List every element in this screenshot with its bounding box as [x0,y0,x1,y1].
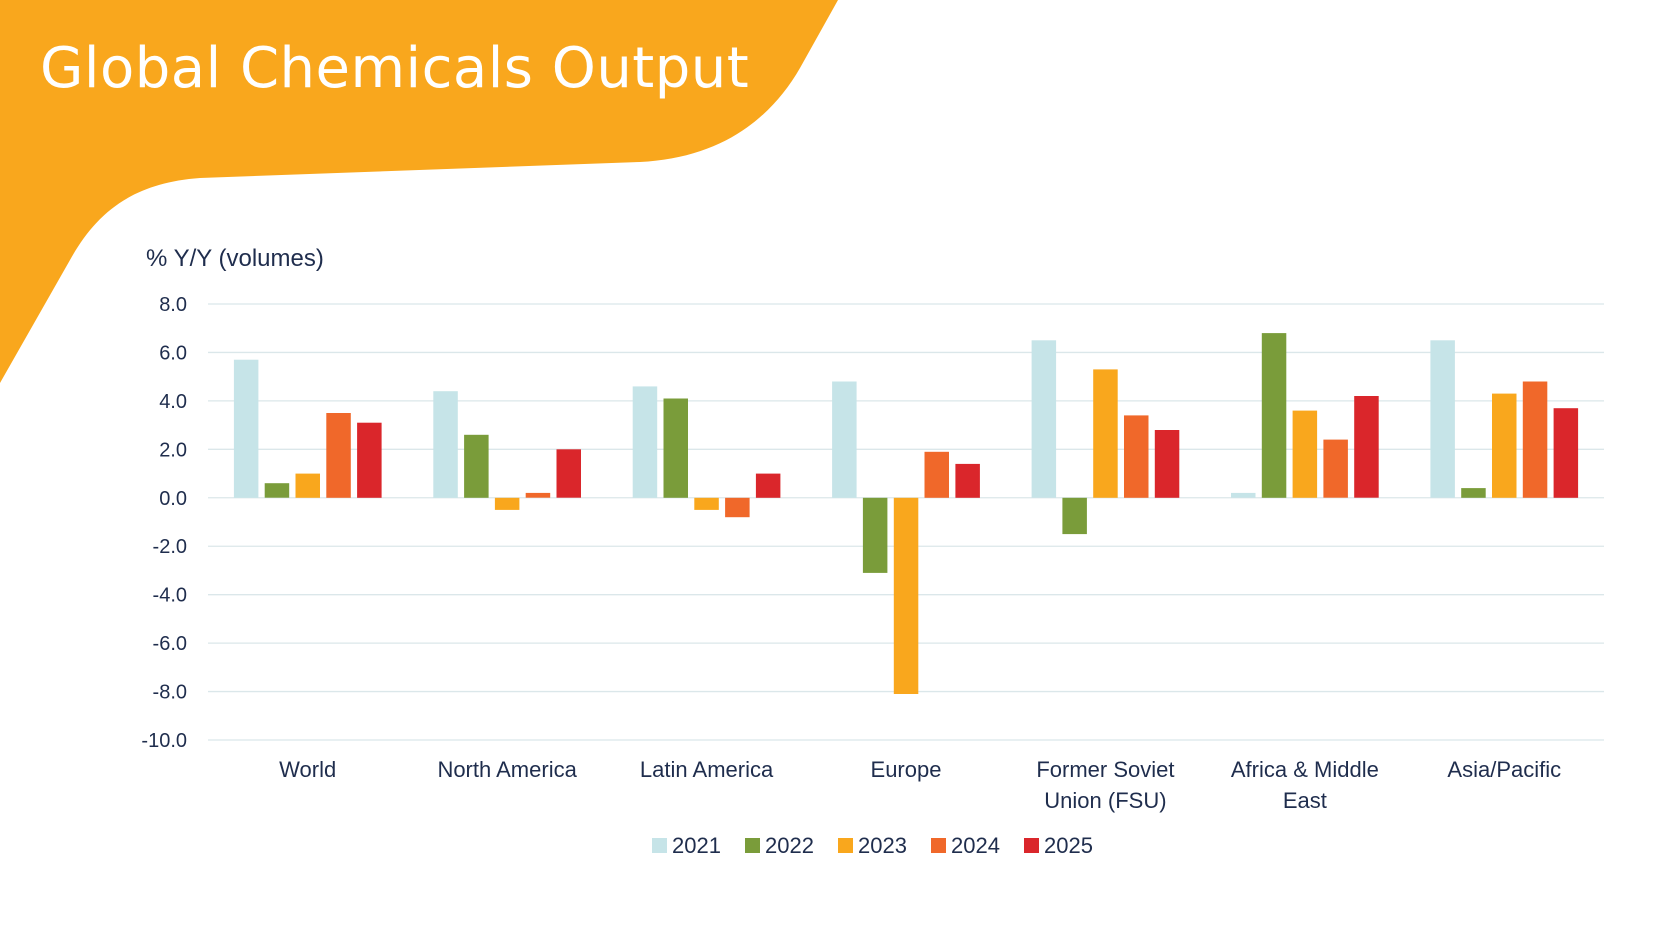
bar [233,359,259,498]
y-tick-label: -8.0 [153,682,187,704]
legend-swatch [745,838,760,853]
bar [295,473,320,498]
legend-swatch [652,838,667,853]
legend-label: 2023 [858,833,907,858]
category-label: North America [437,757,577,782]
category-label: Africa & Middle [1231,757,1379,782]
bar [1154,430,1180,498]
bar [1522,381,1548,498]
y-tick-label: -6.0 [153,633,187,655]
y-axis-label: % Y/Y (volumes) [146,245,324,272]
bar [1492,393,1517,498]
bar [264,483,290,498]
bar [326,413,351,498]
bar [832,381,857,498]
legend-label: 2022 [765,833,814,858]
category-label: Asia/Pacific [1447,757,1561,782]
category-label: Europe [871,757,942,782]
category-label: East [1283,788,1327,813]
bar [862,497,888,573]
bar [1323,439,1348,498]
bar [755,473,781,498]
bar [694,497,719,510]
bar [1231,492,1256,498]
category-label: Latin America [640,757,774,782]
legend-swatch [1024,838,1039,853]
bar [955,463,980,498]
legend-swatch [931,838,946,853]
category-label: Former Soviet [1036,757,1174,782]
bar [1261,333,1287,498]
bar [1354,396,1379,498]
bar [433,391,458,498]
legend: 2021 2022 2023 2024 2025 [652,833,1093,858]
y-tick-labels: 8.0 6.0 4.0 2.0 0.0 -2.0 -4.0 -6.0 -8.0 -10.0 [141,294,187,752]
y-tick-label: 6.0 [159,342,187,364]
bar [663,398,688,498]
y-tick-label: 8.0 [159,294,187,316]
bar [1292,410,1318,498]
bar [725,497,750,518]
legend-label: 2024 [951,833,1000,858]
bar [1461,488,1486,498]
bars [233,333,1579,694]
bar [632,386,658,498]
bar [1093,369,1118,498]
legend-label: 2021 [672,833,721,858]
bar [1430,340,1455,498]
bar [893,497,919,694]
y-tick-label: -4.0 [153,585,187,607]
y-tick-label: 2.0 [159,439,187,461]
legend-label: 2025 [1044,833,1093,858]
bar [464,434,489,498]
y-tick-label: -2.0 [153,536,187,558]
bar [1553,408,1579,498]
page-title: Global Chemicals Output [40,36,750,101]
bar [1031,340,1057,498]
category-labels: World North America Latin America Europe For… [279,757,1561,813]
category-label: World [279,757,336,782]
bar [357,422,382,498]
bar [525,492,551,498]
category-label: Union (FSU) [1044,788,1166,813]
y-tick-label: 0.0 [159,488,187,510]
legend-swatch [838,838,853,853]
bar [494,497,520,510]
bar [1062,497,1087,535]
y-tick-label: 4.0 [159,391,187,413]
bar [924,451,949,498]
bar [556,449,581,498]
bar [1124,415,1149,498]
y-tick-label: -10.0 [141,730,187,752]
